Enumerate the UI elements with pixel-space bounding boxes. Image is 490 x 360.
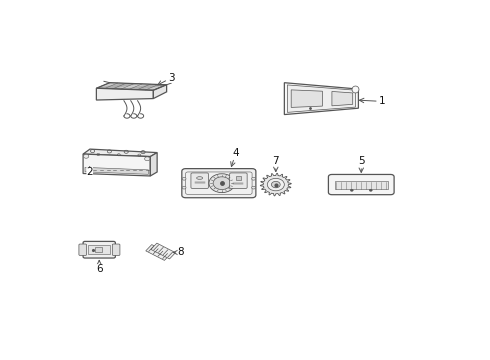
- Polygon shape: [260, 173, 292, 196]
- Polygon shape: [332, 91, 353, 106]
- Polygon shape: [83, 154, 150, 176]
- Polygon shape: [83, 149, 157, 157]
- Polygon shape: [151, 243, 175, 259]
- FancyBboxPatch shape: [112, 244, 120, 255]
- Circle shape: [252, 177, 255, 180]
- Circle shape: [182, 186, 186, 189]
- Circle shape: [145, 157, 150, 161]
- Polygon shape: [150, 153, 157, 176]
- Bar: [96, 247, 102, 252]
- Text: 7: 7: [272, 156, 279, 172]
- FancyBboxPatch shape: [191, 173, 208, 188]
- Bar: [335, 181, 388, 189]
- Polygon shape: [291, 90, 322, 107]
- Circle shape: [350, 189, 353, 192]
- Text: 1: 1: [360, 96, 386, 107]
- Bar: [236, 176, 241, 180]
- FancyBboxPatch shape: [230, 173, 247, 188]
- Polygon shape: [146, 244, 171, 260]
- Text: 6: 6: [96, 261, 102, 274]
- Circle shape: [213, 177, 231, 190]
- Polygon shape: [288, 85, 355, 112]
- FancyBboxPatch shape: [83, 242, 115, 258]
- Circle shape: [83, 154, 89, 158]
- FancyBboxPatch shape: [182, 168, 256, 198]
- Circle shape: [252, 186, 255, 189]
- Text: 2: 2: [86, 167, 93, 177]
- Polygon shape: [97, 88, 153, 100]
- Text: 5: 5: [358, 156, 365, 172]
- Circle shape: [267, 178, 284, 191]
- Ellipse shape: [196, 177, 203, 179]
- Polygon shape: [153, 85, 167, 99]
- Polygon shape: [97, 83, 167, 90]
- Text: 3: 3: [158, 73, 175, 85]
- FancyBboxPatch shape: [328, 175, 394, 195]
- Text: 4: 4: [231, 148, 239, 166]
- Circle shape: [182, 177, 186, 180]
- Circle shape: [271, 181, 280, 188]
- Polygon shape: [85, 167, 148, 174]
- Circle shape: [369, 189, 372, 192]
- FancyBboxPatch shape: [79, 244, 87, 255]
- Circle shape: [209, 174, 235, 193]
- Polygon shape: [284, 83, 358, 114]
- Bar: [88, 245, 110, 254]
- Text: 8: 8: [173, 247, 184, 257]
